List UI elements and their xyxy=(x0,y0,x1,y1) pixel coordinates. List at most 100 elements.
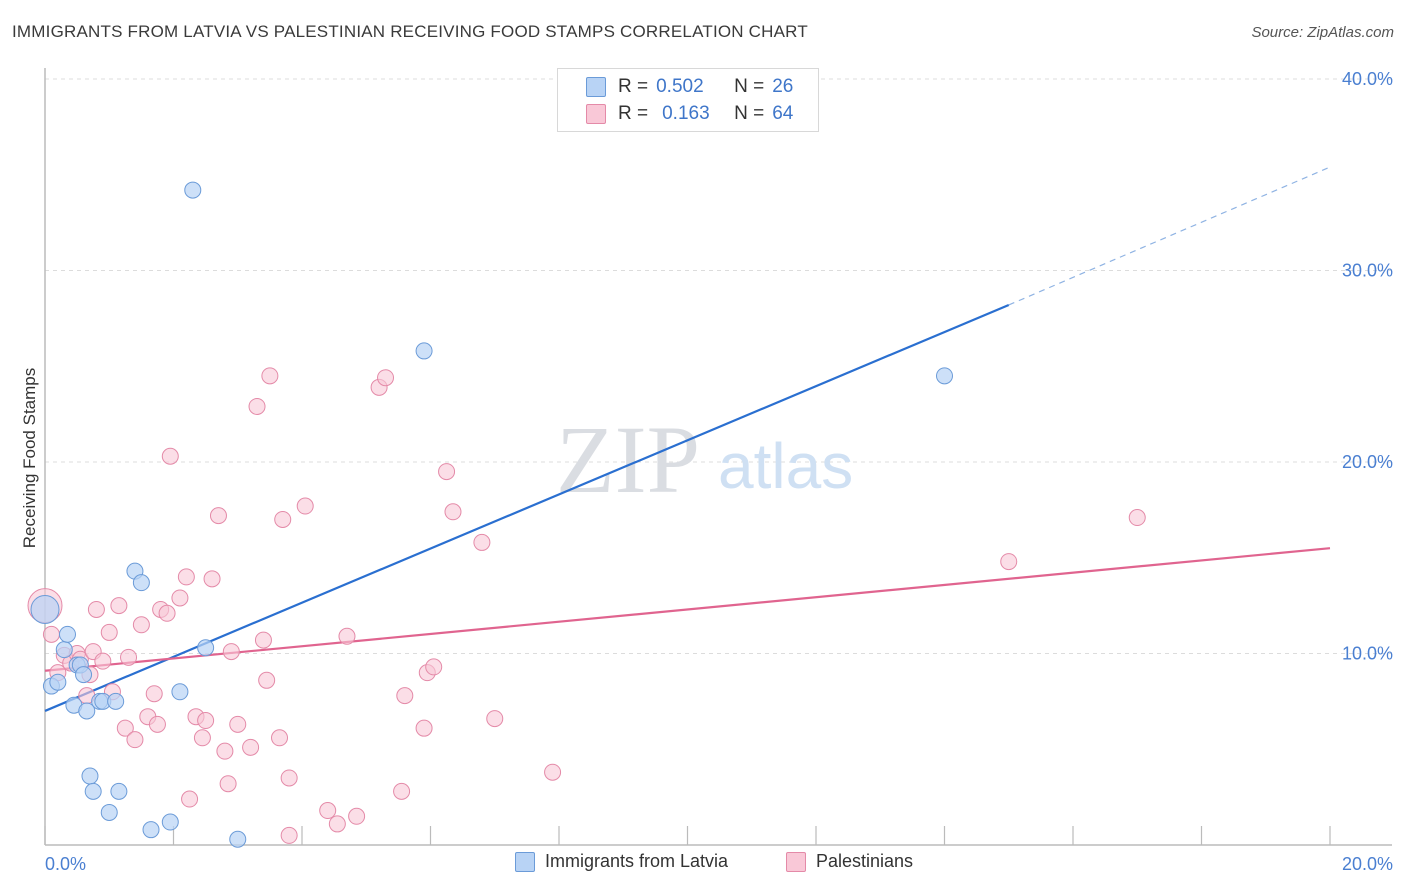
point-palestinian xyxy=(242,738,260,756)
y-tick-label: 10.0% xyxy=(1342,644,1393,664)
point-palestinian xyxy=(229,715,247,733)
point-latvia xyxy=(142,821,160,839)
legend-r-value: 0.163 xyxy=(662,103,710,124)
point-palestinian xyxy=(544,763,562,781)
point-palestinian xyxy=(161,447,179,465)
tick-labels: 10.0% 20.0% 30.0% 40.0% 0.0% 20.0% xyxy=(45,69,1393,874)
point-palestinian xyxy=(203,570,221,588)
point-palestinian xyxy=(126,731,144,749)
point-palestinian xyxy=(42,625,60,643)
point-palestinian xyxy=(193,729,211,747)
point-palestinian xyxy=(1128,509,1146,527)
y-axis-label: Receiving Food Stamps xyxy=(20,368,39,548)
legend-swatch-latvia xyxy=(586,77,606,97)
point-palestinian xyxy=(132,616,150,634)
series-legend-palestinian: Palestinians xyxy=(786,851,913,872)
point-latvia xyxy=(49,673,67,691)
point-palestinian xyxy=(444,503,462,521)
point-palestinian xyxy=(209,507,227,525)
chart-title: IMMIGRANTS FROM LATVIA VS PALESTINIAN RE… xyxy=(12,22,808,41)
point-latvia xyxy=(55,641,73,659)
point-latvia xyxy=(415,342,433,360)
point-palestinian xyxy=(248,397,266,415)
point-palestinian xyxy=(181,790,199,808)
point-palestinian xyxy=(280,826,298,844)
point-palestinian xyxy=(116,719,134,737)
watermark-atlas: atlas xyxy=(718,430,853,502)
point-latvia xyxy=(229,830,247,848)
point-palestinian xyxy=(87,600,105,618)
point-palestinian xyxy=(258,671,276,689)
point-latvia xyxy=(936,367,953,385)
point-palestinian xyxy=(271,729,289,747)
grid-lines xyxy=(45,78,1392,654)
point-palestinian xyxy=(319,802,337,820)
trend-line-palestinian xyxy=(44,547,1331,672)
trend-line-latvia xyxy=(44,303,1010,712)
legend-swatch-palestinian xyxy=(586,104,606,124)
point-latvia xyxy=(58,625,76,643)
legend-r-label: R = xyxy=(618,103,649,124)
point-palestinian xyxy=(197,712,215,730)
point-latvia xyxy=(171,683,189,701)
legend-row-latvia: R = 0.502 N = 26 xyxy=(586,74,793,100)
point-latvia xyxy=(78,702,96,720)
point-palestinian xyxy=(328,815,346,833)
legend-n-label: N = xyxy=(734,76,765,97)
point-palestinian xyxy=(100,623,118,641)
point-latvia xyxy=(100,803,118,821)
point-latvia xyxy=(81,767,99,785)
point-palestinian xyxy=(415,719,433,737)
series-legend: Immigrants from Latvia Palestinians xyxy=(0,851,1406,877)
point-palestinian xyxy=(393,782,411,800)
point-palestinian xyxy=(110,597,128,615)
point-palestinian xyxy=(219,775,237,793)
legend-r-value: 0.502 xyxy=(656,76,704,97)
point-palestinian xyxy=(473,533,491,551)
point-palestinian xyxy=(396,687,414,705)
point-latvia xyxy=(161,813,179,831)
data-points xyxy=(27,181,1146,848)
y-tick-label: 40.0% xyxy=(1342,69,1393,89)
series-label-latvia: Immigrants from Latvia xyxy=(545,851,729,871)
point-palestinian xyxy=(438,463,456,481)
series-legend-latvia: Immigrants from Latvia xyxy=(515,851,728,872)
series-swatch-latvia xyxy=(515,851,535,872)
correlation-legend: R = 0.502 N = 26 R = 0.163 N = 64 xyxy=(557,68,819,132)
x-tick-label: 20.0% xyxy=(1342,854,1393,874)
trend-line-latvia-extension xyxy=(1008,166,1331,306)
point-palestinian xyxy=(222,643,240,661)
point-palestinian xyxy=(254,631,272,649)
axes xyxy=(44,68,1392,846)
legend-n-label: N = xyxy=(734,103,765,124)
point-latvia xyxy=(197,639,215,657)
point-latvia xyxy=(132,574,150,592)
point-latvia xyxy=(75,666,93,684)
point-palestinian xyxy=(216,742,234,760)
point-latvia xyxy=(110,782,128,800)
point-palestinian xyxy=(338,627,356,645)
point-palestinian xyxy=(171,589,189,607)
point-palestinian xyxy=(280,769,298,787)
point-palestinian xyxy=(145,685,163,703)
series-swatch-palestinian xyxy=(786,851,806,872)
point-palestinian xyxy=(274,510,292,528)
point-latvia xyxy=(107,692,125,710)
point-palestinian xyxy=(486,710,504,728)
watermark-zip: ZIP xyxy=(556,406,700,513)
point-palestinian xyxy=(296,497,314,515)
point-palestinian xyxy=(1000,553,1018,571)
point-latvia xyxy=(84,782,102,800)
point-palestinian xyxy=(348,807,366,825)
point-latvia xyxy=(30,594,60,624)
point-palestinian xyxy=(158,604,176,622)
legend-r-label: R = xyxy=(618,76,649,97)
series-label-palestinian: Palestinians xyxy=(816,851,914,871)
point-palestinian xyxy=(94,652,112,670)
point-palestinian xyxy=(120,648,138,666)
point-palestinian xyxy=(425,658,443,676)
y-tick-label: 20.0% xyxy=(1342,452,1393,472)
point-palestinian xyxy=(177,568,195,586)
legend-row-palestinian: R = 0.163 N = 64 xyxy=(586,101,793,127)
